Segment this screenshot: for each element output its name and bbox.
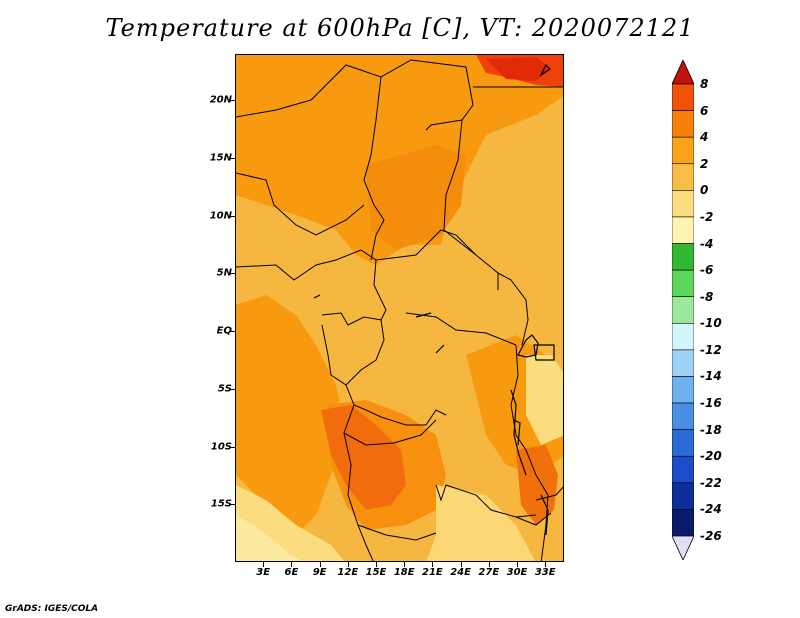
lon-tick — [432, 562, 434, 567]
colorbar-label: 2 — [700, 156, 709, 171]
lat-tick — [230, 215, 235, 217]
lat-tick — [230, 273, 235, 275]
colorbar-label: 4 — [700, 130, 709, 145]
map-panel — [235, 54, 564, 562]
lon-label: 21E — [422, 567, 443, 578]
colorbar-segment — [672, 482, 694, 510]
lon-tick — [488, 562, 490, 567]
colorbar-segment — [672, 110, 694, 138]
cool-region-southeast — [426, 485, 535, 561]
colorbar-segment — [672, 376, 694, 404]
map-title: Temperature at 600hPa [C], VT: 202007212… — [105, 14, 695, 42]
colorbar-label: -4 — [700, 236, 714, 251]
warm-region-congo-coast — [236, 295, 346, 535]
lat-tick — [230, 100, 235, 102]
lat-label: 10N — [209, 210, 232, 222]
lat-label: 15N — [209, 152, 232, 164]
lat-tick — [230, 446, 235, 448]
lon-label: 15E — [365, 567, 387, 578]
colorbar-bottom-arrow — [672, 535, 694, 560]
lon-tick — [347, 562, 349, 567]
lon-label: 3E — [256, 567, 271, 578]
country-borders — [236, 59, 563, 561]
credit-text: GrADS: IGES/COLA — [5, 604, 99, 614]
cool-region-lake — [526, 355, 563, 445]
colorbar-segment — [672, 163, 694, 191]
lat-label: 10S — [210, 441, 232, 453]
lat-tick — [230, 331, 235, 333]
colorbar-segment — [672, 216, 694, 244]
lon-label: 18E — [393, 567, 415, 578]
colorbar-label: 6 — [700, 103, 709, 118]
lat-tick — [230, 388, 235, 390]
lon-tick — [319, 562, 321, 567]
nile-delta — [539, 63, 551, 77]
colorbar-label: -26 — [700, 529, 722, 543]
lon-tick — [517, 562, 518, 567]
colorbar-segment — [672, 429, 694, 457]
colorbar-label: -10 — [700, 316, 722, 331]
lat-label: EQ — [216, 325, 232, 337]
lakes-and-rivers — [313, 294, 555, 536]
colorbar-label: -24 — [700, 502, 722, 517]
colorbar-segment — [672, 243, 694, 271]
colorbar-segment — [672, 83, 694, 111]
colorbar-segment — [672, 349, 694, 377]
colorbar-label: -8 — [700, 289, 714, 304]
colorbar — [672, 60, 694, 560]
colorbar-label: -18 — [700, 422, 722, 437]
lon-label: 27E — [478, 567, 500, 578]
colorbar-label: 0 — [700, 183, 709, 198]
colorbar-segment — [672, 296, 694, 324]
colorbar-segment — [672, 136, 694, 165]
lat-label: 15S — [210, 498, 232, 510]
warm-region-sahel — [366, 145, 466, 250]
colorbar-label: -6 — [700, 263, 714, 278]
lon-tick — [545, 562, 547, 567]
lon-label: 30E — [506, 567, 528, 578]
colorbar-segment — [672, 509, 694, 537]
lon-tick — [460, 562, 462, 567]
lon-tick — [291, 562, 293, 567]
colorbar-label: -22 — [700, 475, 722, 490]
colorbar-label: -20 — [700, 449, 722, 464]
colorbar-label: -12 — [700, 342, 722, 357]
colorbar-label: -16 — [700, 396, 722, 411]
hottest-region-libya — [486, 57, 551, 81]
lon-label: 12E — [337, 567, 359, 578]
lon-tick — [376, 562, 377, 567]
lon-tick — [404, 562, 406, 567]
colorbar-segment — [672, 190, 694, 218]
colorbar-label: -14 — [700, 369, 722, 384]
lon-label: 9E — [312, 567, 327, 578]
lat-tick — [230, 157, 235, 159]
colorbar-label: -2 — [700, 209, 714, 224]
temperature-field — [236, 55, 563, 561]
lat-label: 5S — [217, 383, 232, 395]
colorbar-segment — [672, 322, 694, 351]
lat-tick — [230, 504, 235, 506]
lat-label: 5N — [216, 267, 232, 279]
colorbar-segment — [672, 269, 694, 298]
colorbar-segment — [672, 402, 694, 430]
lon-label: 33E — [534, 567, 556, 578]
lon-label: 6E — [284, 567, 299, 578]
cool-region-southwest-2 — [236, 515, 303, 561]
colorbar-segment — [672, 455, 694, 484]
hot-region-angola — [321, 405, 406, 510]
colorbar-top-arrow — [672, 60, 694, 85]
lon-label: 24E — [450, 567, 471, 578]
colorbar-label: 8 — [700, 77, 709, 91]
lon-tick — [263, 562, 265, 567]
lat-label: 20N — [209, 94, 232, 106]
